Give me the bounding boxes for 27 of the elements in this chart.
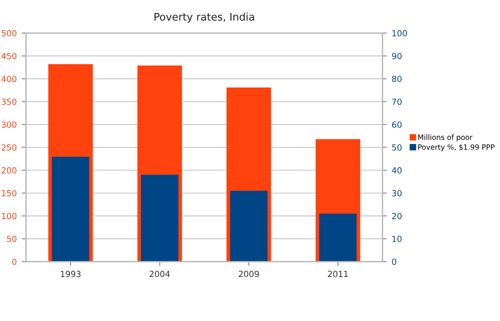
x-tick-label: 2011 bbox=[328, 270, 348, 278]
x-tick-label: 2004 bbox=[150, 270, 170, 278]
y2-tick-label: 40 bbox=[392, 167, 402, 174]
y-tick-label: 500 bbox=[2, 30, 16, 36]
chart-title: Poverty rates, India bbox=[154, 12, 254, 23]
x-tick-label: 2009 bbox=[238, 270, 259, 278]
y2-tick-label: 0 bbox=[392, 258, 396, 265]
y2-tick-label: 30 bbox=[392, 190, 402, 196]
y-tick-label: 200 bbox=[2, 167, 16, 174]
y-tick-label: 50 bbox=[7, 236, 16, 242]
y2-tick-label: 80 bbox=[392, 76, 402, 82]
y-tick-label: 300 bbox=[2, 121, 16, 128]
y-tick-label: 100 bbox=[2, 212, 16, 220]
y-tick-label: 450 bbox=[1, 52, 16, 60]
y2-tick-label: 60 bbox=[392, 121, 402, 128]
y2-tick-label: 90 bbox=[392, 52, 402, 60]
y-tick-label: 250 bbox=[2, 144, 16, 151]
y-tick-label: 0 bbox=[12, 258, 16, 265]
y2-tick-label: 20 bbox=[392, 212, 402, 220]
y-tick-label: 400 bbox=[1, 76, 16, 82]
y2-tick-label: 70 bbox=[392, 98, 402, 105]
y-tick-label: 150 bbox=[2, 190, 16, 196]
y2-tick-label: 10 bbox=[392, 236, 402, 242]
y2-tick-label: 50 bbox=[392, 144, 402, 151]
x-tick-label: 1993 bbox=[60, 270, 80, 278]
y-tick-label: 350 bbox=[2, 98, 16, 105]
y2-tick-label: 100 bbox=[392, 30, 407, 36]
